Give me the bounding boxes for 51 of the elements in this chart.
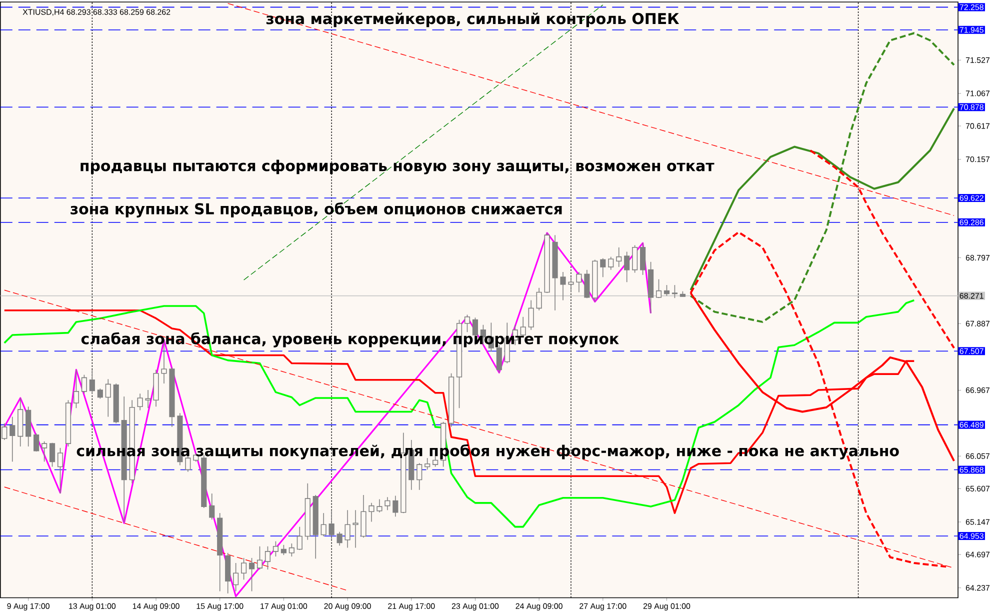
candlestick bbox=[528, 300, 534, 330]
candlestick bbox=[384, 496, 390, 511]
candlestick bbox=[424, 458, 430, 470]
candlestick bbox=[10, 416, 16, 462]
candlestick bbox=[656, 278, 662, 299]
candlestick bbox=[256, 546, 263, 570]
candlestick bbox=[137, 393, 143, 411]
candlestick bbox=[536, 288, 542, 311]
candlestick bbox=[328, 510, 334, 540]
candlestick bbox=[241, 558, 247, 580]
candlestick bbox=[352, 510, 358, 548]
candlestick bbox=[97, 388, 103, 400]
candlestick bbox=[81, 374, 87, 394]
candlestick bbox=[584, 270, 590, 299]
candlestick bbox=[376, 499, 382, 513]
candlestick bbox=[464, 314, 470, 333]
candlestick bbox=[368, 502, 374, 522]
candlestick bbox=[560, 272, 566, 301]
candlestick bbox=[145, 390, 151, 409]
candlestick bbox=[288, 543, 294, 557]
candlestick bbox=[296, 526, 302, 550]
candlestick bbox=[209, 493, 215, 520]
candlestick bbox=[632, 244, 638, 274]
candlestick bbox=[568, 276, 574, 293]
candlestick bbox=[248, 558, 255, 592]
candlestick bbox=[616, 247, 622, 268]
candlestick bbox=[576, 272, 582, 293]
candlestick bbox=[336, 532, 342, 546]
annotation: продавцы пытаются сформировать новую зону защиты, возможен откат bbox=[80, 160, 714, 174]
candlestick bbox=[608, 256, 614, 270]
candlestick bbox=[280, 544, 286, 556]
candlestick bbox=[600, 258, 606, 278]
candlestick bbox=[640, 242, 646, 276]
candlestick bbox=[105, 378, 111, 418]
candlestick bbox=[416, 462, 422, 490]
candlestick bbox=[672, 284, 678, 299]
candlestick bbox=[392, 495, 398, 518]
candlestick bbox=[34, 433, 40, 452]
candlestick bbox=[264, 546, 271, 570]
candlestick bbox=[73, 369, 80, 409]
candlestick bbox=[624, 251, 630, 283]
candlestick bbox=[42, 441, 48, 462]
candlestick bbox=[57, 448, 64, 494]
candlestick bbox=[320, 512, 326, 537]
candlestick bbox=[233, 562, 239, 592]
candlestick bbox=[49, 442, 56, 468]
candlestick bbox=[272, 540, 279, 557]
candlestick bbox=[89, 369, 95, 394]
candlestick bbox=[185, 454, 191, 472]
candlestick bbox=[664, 284, 670, 296]
candlestick bbox=[344, 510, 350, 548]
